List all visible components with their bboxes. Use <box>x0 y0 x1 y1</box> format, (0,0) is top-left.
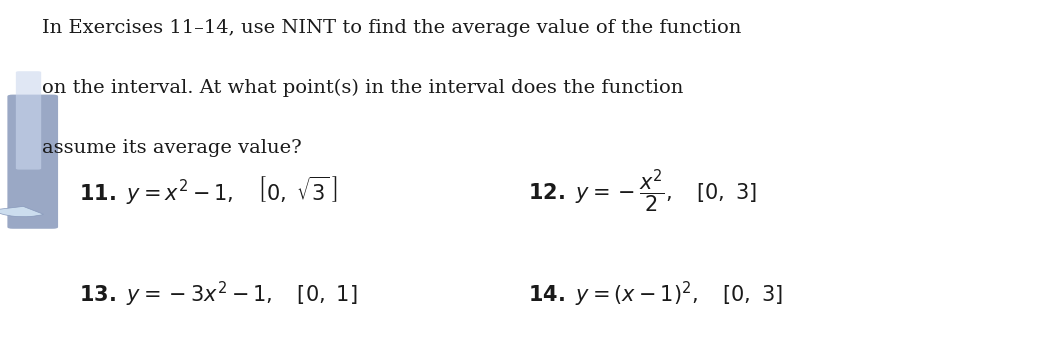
Text: $\mathbf{12.}\ y = -\dfrac{x^2}{2}, \quad \left[0,\ 3\right]$: $\mathbf{12.}\ y = -\dfrac{x^2}{2}, \qua… <box>528 167 757 215</box>
Text: $\mathbf{13.}\ y = -3x^2 - 1, \quad \left[0,\ 1\right]$: $\mathbf{13.}\ y = -3x^2 - 1, \quad \lef… <box>79 280 358 309</box>
FancyBboxPatch shape <box>16 71 41 170</box>
Text: In Exercises 11–14, use NINT to find the average value of the function: In Exercises 11–14, use NINT to find the… <box>42 19 741 37</box>
Text: assume its average value?: assume its average value? <box>42 139 302 157</box>
Wedge shape <box>0 206 43 217</box>
Text: $\mathbf{11.}\ y = x^2 - 1, \quad \left[0,\ \sqrt{3}\,\right]$: $\mathbf{11.}\ y = x^2 - 1, \quad \left[… <box>79 175 338 207</box>
Text: on the interval. At what point(s) in the interval does the function: on the interval. At what point(s) in the… <box>42 79 683 97</box>
Text: $\mathbf{14.}\ y = (x - 1)^2, \quad \left[0,\ 3\right]$: $\mathbf{14.}\ y = (x - 1)^2, \quad \lef… <box>528 280 784 309</box>
FancyBboxPatch shape <box>7 95 58 229</box>
